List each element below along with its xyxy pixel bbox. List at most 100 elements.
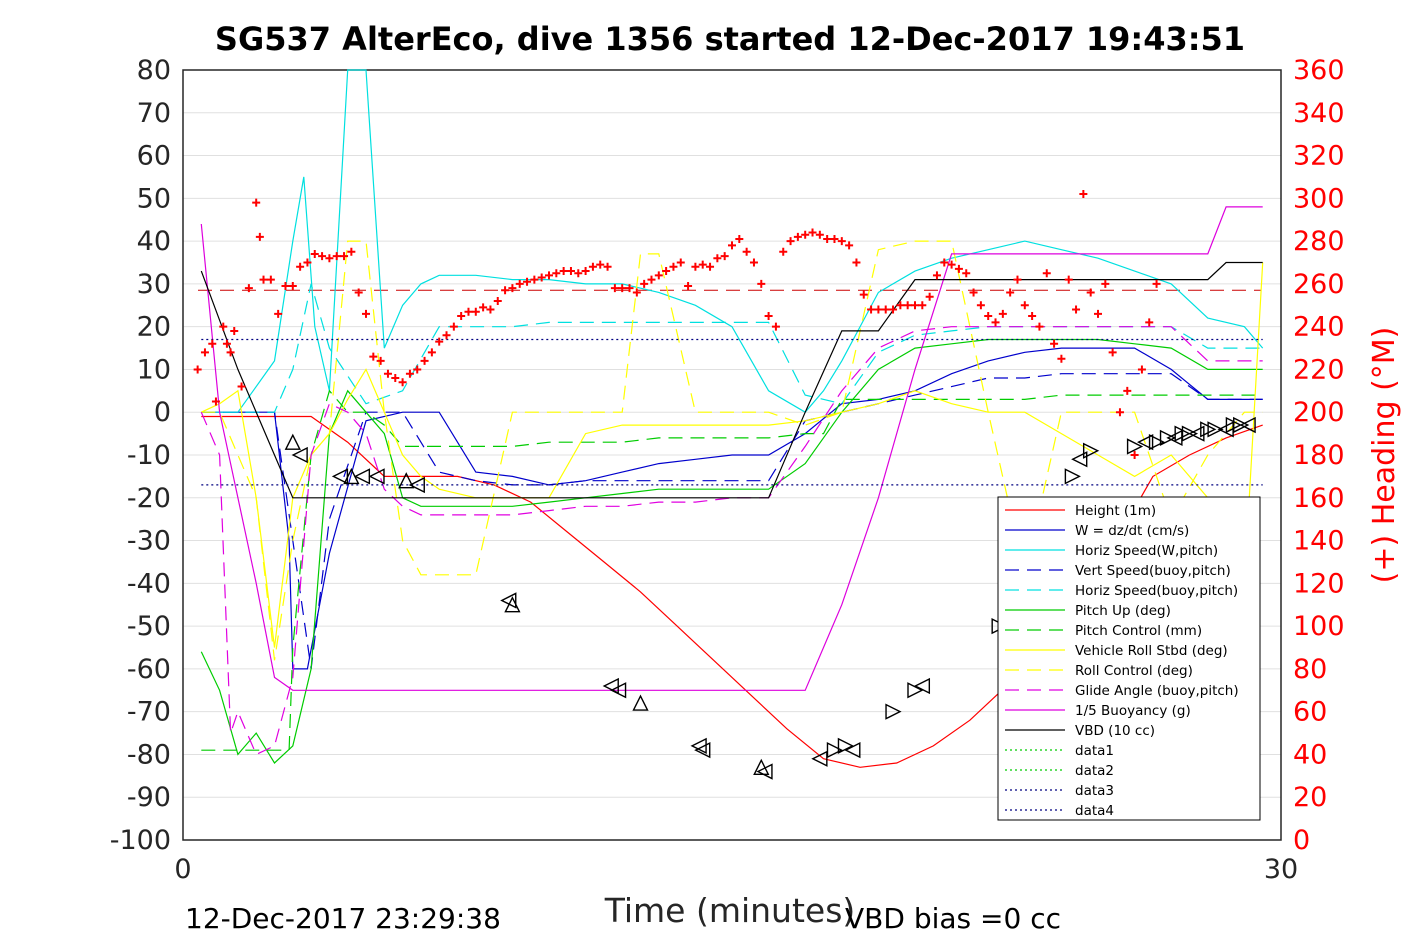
legend-label-d1: data1 xyxy=(1075,743,1114,759)
heading-point xyxy=(405,369,414,378)
heading-point xyxy=(340,252,349,261)
heading-point xyxy=(545,271,553,280)
heading-point xyxy=(771,322,780,331)
y-tick-left-label: 70 xyxy=(137,98,171,129)
pressure-marker xyxy=(1071,451,1088,468)
heading-point xyxy=(837,237,846,246)
heading-point xyxy=(896,301,905,310)
heading-point xyxy=(947,260,956,269)
heading-point xyxy=(200,348,209,357)
pressure-marker xyxy=(1064,468,1081,485)
heading-point xyxy=(815,230,824,239)
pressure-marker xyxy=(837,737,855,755)
heading-point xyxy=(318,252,327,261)
y-tick-right-label: 120 xyxy=(1293,568,1345,599)
legend-label-d4: data4 xyxy=(1075,803,1114,819)
y-tick-right-label: 180 xyxy=(1293,440,1345,471)
heading-point xyxy=(749,258,758,267)
heading-point xyxy=(310,249,319,258)
heading-point xyxy=(603,262,612,271)
heading-point xyxy=(391,374,400,382)
heading-point xyxy=(720,252,729,261)
plot-area xyxy=(182,69,1282,841)
y-tick-right-label: 200 xyxy=(1293,397,1345,428)
legend-label-hsb: Horiz Speed(buoy,pitch) xyxy=(1075,583,1238,599)
y-tick-left-label: 0 xyxy=(154,397,171,428)
series-line-rc xyxy=(201,240,1263,661)
heading-point xyxy=(1006,288,1015,297)
series-layer xyxy=(198,69,1264,768)
heading-point xyxy=(449,322,458,331)
heading-point xyxy=(1108,348,1117,357)
heading-point xyxy=(566,267,575,276)
heading-point xyxy=(274,309,283,318)
heading-point xyxy=(706,262,715,271)
heading-point xyxy=(728,241,736,250)
heading-point xyxy=(288,282,297,291)
heading-point xyxy=(266,275,275,284)
heading-point xyxy=(457,311,466,320)
y-tick-right-label: 300 xyxy=(1293,183,1345,214)
heading-point xyxy=(918,301,927,310)
heading-point xyxy=(823,234,832,243)
pressure-marker xyxy=(907,682,924,699)
y-tick-right-label: 360 xyxy=(1293,55,1345,86)
y-tick-right-label: 280 xyxy=(1293,226,1345,257)
heading-point xyxy=(596,260,605,269)
y-tick-left-label: 10 xyxy=(137,354,171,385)
heading-point xyxy=(1028,311,1037,320)
heading-point xyxy=(325,254,334,263)
heading-point xyxy=(255,232,264,241)
heading-point xyxy=(508,284,517,293)
heading-point xyxy=(610,284,619,293)
pressure-marker xyxy=(690,737,707,755)
legend-label-d2: data2 xyxy=(1075,763,1114,779)
heading-layer xyxy=(194,190,1161,459)
y-axis-right-label: (+) Heading (°M) xyxy=(1367,327,1402,584)
heading-point xyxy=(493,297,502,305)
y-tick-left-label: -90 xyxy=(127,782,171,813)
heading-point xyxy=(435,337,444,346)
heading-point xyxy=(1115,408,1124,417)
x-tick-label: 0 xyxy=(174,854,191,885)
series-line-w xyxy=(201,347,1263,670)
chart-title: SG537 AlterEco, dive 1356 started 12-Dec… xyxy=(215,20,1245,58)
legend-label-rc: Roll Control (deg) xyxy=(1075,663,1193,679)
pressure-marker xyxy=(756,763,773,780)
heading-point xyxy=(398,378,407,387)
heading-point xyxy=(303,258,312,267)
heading-point xyxy=(588,262,597,271)
heading-point xyxy=(991,318,1000,327)
heading-point xyxy=(903,301,912,310)
y-tick-right-label: 140 xyxy=(1293,526,1345,557)
legend-label-buoy: 1/5 Buoyancy (g) xyxy=(1075,703,1191,719)
heading-point xyxy=(713,254,722,263)
heading-point xyxy=(193,365,202,374)
heading-point xyxy=(486,305,495,314)
heading-point xyxy=(1064,275,1073,284)
heading-point xyxy=(1145,318,1154,327)
heading-point xyxy=(647,275,656,284)
heading-point xyxy=(559,267,568,276)
heading-point xyxy=(1042,269,1051,278)
heading-point xyxy=(867,305,876,314)
heading-point xyxy=(222,339,231,348)
heading-point xyxy=(669,262,678,271)
legend-label-pitch: Pitch Up (deg) xyxy=(1075,603,1171,619)
pressure-marker xyxy=(1181,425,1199,442)
heading-point xyxy=(413,365,422,374)
heading-point xyxy=(618,284,627,293)
heading-point xyxy=(226,348,235,357)
y-axis-right: 3603403203002802602402202001801601401201… xyxy=(1293,55,1345,856)
y-tick-right-label: 340 xyxy=(1293,98,1345,129)
heading-point xyxy=(332,252,341,261)
pressure-marker xyxy=(1239,416,1256,434)
series-line-buoy xyxy=(200,206,1263,691)
heading-point xyxy=(523,277,532,286)
pressure-marker xyxy=(368,468,385,485)
series-line-vbd xyxy=(200,261,1263,499)
y-tick-left-label: -70 xyxy=(127,697,171,728)
heading-point xyxy=(940,258,949,267)
pressure-marker xyxy=(602,677,619,695)
heading-point xyxy=(1079,190,1088,199)
